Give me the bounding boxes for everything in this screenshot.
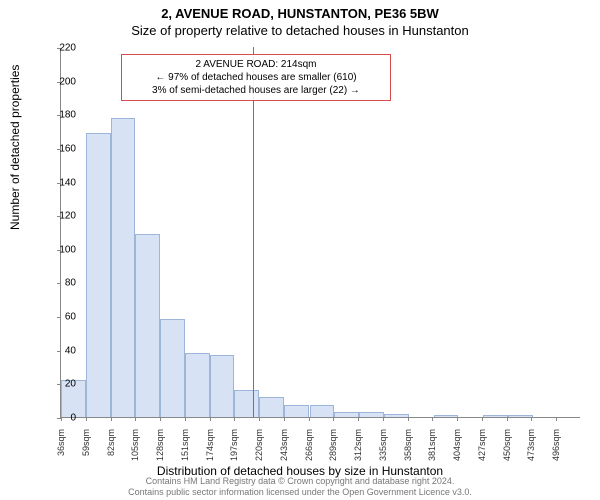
y-tick-label: 100 [46, 244, 76, 255]
x-tick-mark [160, 417, 161, 421]
footer-attribution: Contains HM Land Registry data © Crown c… [0, 476, 600, 498]
histogram-bar [284, 405, 309, 417]
x-tick-mark [309, 417, 310, 421]
histogram-bar [135, 234, 160, 417]
histogram-bar [483, 415, 508, 417]
histogram-bar [434, 415, 459, 417]
y-tick-label: 180 [46, 110, 76, 121]
histogram-bar [334, 412, 359, 417]
histogram-bar [310, 405, 335, 417]
x-tick-mark [383, 417, 384, 421]
x-tick-mark [111, 417, 112, 421]
annotation-box: 2 AVENUE ROAD: 214sqm← 97% of detached h… [121, 54, 391, 101]
y-tick-label: 120 [46, 211, 76, 222]
y-tick-label: 0 [46, 413, 76, 424]
x-tick-mark [556, 417, 557, 421]
histogram-bar [160, 319, 185, 417]
x-tick-mark [531, 417, 532, 421]
histogram-bar [508, 415, 533, 417]
y-tick-label: 60 [46, 312, 76, 323]
x-tick-mark [284, 417, 285, 421]
y-tick-label: 80 [46, 278, 76, 289]
y-tick-label: 200 [46, 76, 76, 87]
plot-region: 36sqm59sqm82sqm105sqm128sqm151sqm174sqm1… [60, 48, 580, 418]
chart-area: 36sqm59sqm82sqm105sqm128sqm151sqm174sqm1… [60, 48, 580, 418]
x-tick-mark [234, 417, 235, 421]
x-tick-mark [482, 417, 483, 421]
x-tick-mark [457, 417, 458, 421]
histogram-bar [111, 118, 136, 417]
annot-line-1: 2 AVENUE ROAD: 214sqm [128, 58, 384, 71]
histogram-bar [185, 353, 210, 417]
histogram-bar [359, 412, 384, 417]
y-tick-label: 20 [46, 379, 76, 390]
histogram-bar [86, 133, 111, 417]
y-tick-label: 220 [46, 43, 76, 54]
y-tick-label: 40 [46, 345, 76, 356]
x-tick-mark [432, 417, 433, 421]
histogram-bar [259, 397, 284, 417]
y-axis-label: Number of detached properties [8, 65, 22, 230]
x-tick-mark [135, 417, 136, 421]
histogram-bar [384, 414, 409, 417]
x-tick-mark [86, 417, 87, 421]
page-title-1: 2, AVENUE ROAD, HUNSTANTON, PE36 5BW [0, 0, 600, 21]
x-tick-mark [259, 417, 260, 421]
page-title-2: Size of property relative to detached ho… [0, 21, 600, 38]
x-tick-mark [507, 417, 508, 421]
y-tick-label: 160 [46, 143, 76, 154]
x-tick-mark [210, 417, 211, 421]
footer-line-2: Contains public sector information licen… [0, 487, 600, 498]
x-tick-mark [333, 417, 334, 421]
footer-line-1: Contains HM Land Registry data © Crown c… [0, 476, 600, 487]
annot-line-2: ← 97% of detached houses are smaller (61… [128, 71, 384, 84]
histogram-bar [210, 355, 235, 417]
annot-line-3: 3% of semi-detached houses are larger (2… [128, 84, 384, 97]
marker-line [253, 47, 254, 417]
x-tick-mark [185, 417, 186, 421]
y-tick-label: 140 [46, 177, 76, 188]
x-tick-mark [408, 417, 409, 421]
x-tick-mark [358, 417, 359, 421]
histogram-bar [234, 390, 259, 417]
